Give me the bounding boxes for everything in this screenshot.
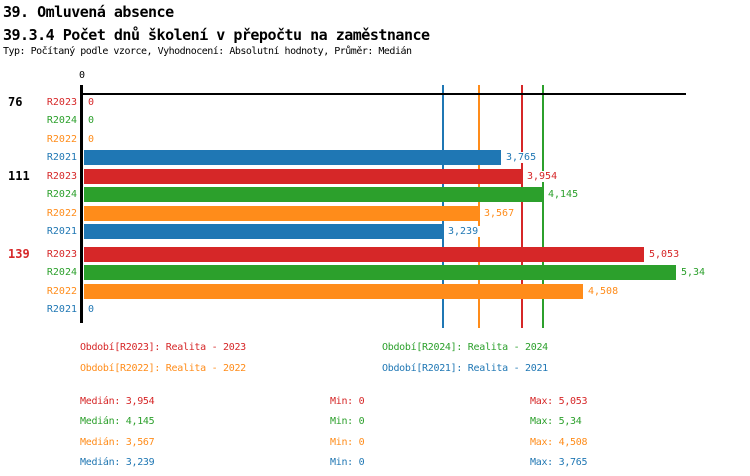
- legend-item-R2024: Období[R2024]: Realita - 2024: [382, 342, 548, 353]
- bar-value-label: 3,239: [446, 226, 481, 237]
- bar-value-label: 4,508: [586, 286, 621, 297]
- stat-min-R2021: Min: 0: [330, 457, 365, 469]
- row-label-R2021: R2021: [46, 304, 77, 315]
- bar-76-R2021: [84, 150, 501, 165]
- bar-value-label: 3,954: [525, 171, 560, 182]
- row-label-R2023: R2023: [46, 97, 77, 108]
- y-axis-line: [80, 85, 83, 323]
- bar-value-label: 5,053: [647, 249, 682, 260]
- bar-value-label: 0: [86, 134, 97, 145]
- bar-value-label: 0: [86, 304, 97, 315]
- row-label-R2024: R2024: [46, 267, 77, 278]
- row-label-R2021: R2021: [46, 226, 77, 237]
- median-line-R2022: [478, 85, 481, 328]
- bar-value-label: 0: [86, 115, 97, 126]
- stat-max-R2024: Max: 5,34: [530, 416, 582, 428]
- legend-item-R2021: Období[R2021]: Realita - 2021: [382, 363, 548, 374]
- bar-111-R2023: [84, 169, 522, 184]
- row-label-R2024: R2024: [46, 189, 77, 200]
- bar-value-label: 3,567: [482, 208, 517, 219]
- bar-value-label: 5,34: [679, 267, 708, 278]
- stat-min-R2022: Min: 0: [330, 436, 365, 448]
- median-line-R2024: [542, 85, 545, 328]
- row-label-R2023: R2023: [46, 249, 77, 260]
- median-line-R2023: [521, 85, 524, 328]
- bar-139-R2022: [84, 284, 583, 299]
- bar-111-R2021: [84, 224, 443, 239]
- row-label-R2024: R2024: [46, 115, 77, 126]
- group-label-139: 139: [8, 247, 30, 261]
- group-label-76: 76: [8, 95, 23, 109]
- report-title: 39. Omluvená absence: [3, 3, 174, 21]
- stat-max-R2022: Max: 4,508: [530, 436, 588, 448]
- row-label-R2023: R2023: [46, 171, 77, 182]
- bar-value-label: 4,145: [546, 189, 581, 200]
- stat-median-R2023: Medián: 3,954: [80, 396, 155, 407]
- row-label-R2022: R2022: [46, 134, 77, 145]
- bar-value-label: 0: [86, 97, 97, 108]
- legend-item-R2022: Období[R2022]: Realita - 2022: [80, 363, 246, 374]
- bar-139-R2023: [84, 247, 644, 262]
- row-label-R2021: R2021: [46, 152, 77, 163]
- stat-max-R2023: Max: 5,053: [530, 396, 588, 407]
- x-axis-line: [81, 93, 686, 95]
- stat-max-R2021: Max: 3,765: [530, 457, 588, 469]
- stat-median-R2022: Medián: 3,567: [80, 436, 155, 448]
- stat-min-R2023: Min: 0: [330, 396, 365, 407]
- row-label-R2022: R2022: [46, 286, 77, 297]
- legend-item-R2023: Období[R2023]: Realita - 2023: [80, 342, 246, 353]
- x-axis-zero-tick-label: 0: [78, 70, 86, 81]
- bar-139-R2024: [84, 265, 676, 280]
- stat-min-R2024: Min: 0: [330, 416, 365, 428]
- stat-median-R2021: Medián: 3,239: [80, 457, 155, 469]
- bar-111-R2022: [84, 206, 479, 221]
- chart-subtitle: Typ: Počítaný podle vzorce, Vyhodnocení:…: [3, 46, 412, 57]
- group-label-111: 111: [8, 169, 30, 183]
- row-label-R2022: R2022: [46, 208, 77, 219]
- bar-111-R2024: [84, 187, 543, 202]
- chart-title: 39.3.4 Počet dnů školení v přepočtu na z…: [3, 26, 430, 44]
- bar-value-label: 3,765: [504, 152, 539, 163]
- stat-median-R2024: Medián: 4,145: [80, 416, 155, 428]
